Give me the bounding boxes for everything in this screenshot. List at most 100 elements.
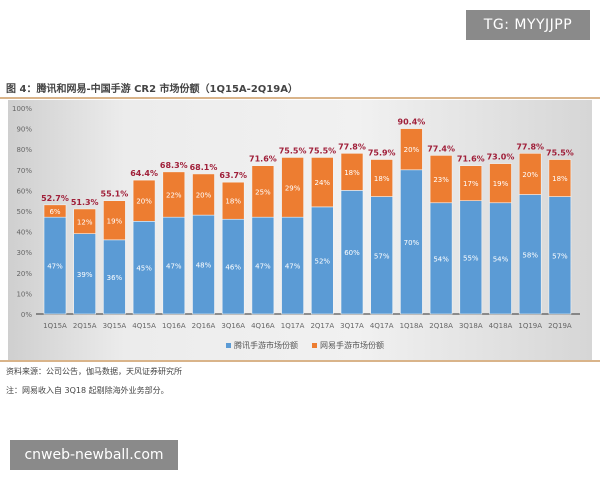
bar-netease: [162, 171, 186, 218]
bar-netease: [340, 153, 364, 191]
x-tick-label: 3Q18A: [459, 322, 483, 330]
bar-netease: [281, 157, 304, 218]
data-label: 54%: [433, 255, 449, 263]
x-tick-label: 2Q19A: [548, 322, 572, 330]
x-tick-label: 4Q15A: [132, 322, 156, 330]
y-tick-label: 100%: [12, 105, 32, 113]
y-tick-label: 50%: [16, 208, 32, 216]
bar-netease: [429, 155, 453, 204]
legend-swatch: [226, 343, 231, 348]
legend: 腾讯手游市场份额 网易手游市场份额: [226, 340, 384, 351]
data-label: 6%: [49, 208, 60, 216]
x-tick-label: 2Q16A: [192, 322, 216, 330]
x-tick-label: 4Q16A: [251, 322, 275, 330]
x-tick-label: 2Q17A: [310, 322, 334, 330]
total-label: 77.8%: [516, 142, 544, 151]
total-label: 52.7%: [41, 194, 69, 203]
data-label: 60%: [344, 249, 360, 257]
x-tick-label: 3Q15A: [103, 322, 127, 330]
total-label: 77.4%: [427, 144, 455, 153]
data-label: 18%: [374, 175, 390, 183]
total-label: 90.4%: [398, 118, 426, 127]
y-tick-label: 30%: [16, 249, 32, 257]
bar-netease: [518, 153, 542, 195]
x-tick-label: 1Q18A: [400, 322, 424, 330]
source-note: 资料来源：公司公告，伽马数据，天风证券研究所: [6, 367, 182, 376]
data-label: 17%: [463, 180, 479, 188]
watermark-bottom: cnweb-newball.com: [10, 440, 178, 470]
bar-netease: [192, 173, 215, 216]
bar-netease: [310, 157, 334, 208]
total-label: 71.6%: [457, 155, 485, 164]
x-tick-label: 4Q18A: [489, 322, 513, 330]
y-tick-label: 80%: [16, 146, 32, 154]
data-label: 57%: [374, 252, 390, 260]
x-tick-label: 3Q17A: [340, 322, 364, 330]
bar-netease: [221, 181, 245, 220]
x-tick-label: 2Q18A: [429, 322, 453, 330]
data-label: 47%: [47, 263, 63, 271]
data-label: 57%: [552, 252, 568, 260]
legend-item-netease: 网易手游市场份额: [312, 340, 384, 351]
data-label: 47%: [255, 263, 271, 271]
data-label: 18%: [225, 198, 241, 206]
legend-label: 网易手游市场份额: [320, 341, 384, 350]
data-label: 18%: [344, 169, 360, 177]
bar-netease: [548, 159, 572, 197]
data-label: 25%: [255, 188, 271, 196]
divider-top: [0, 97, 600, 99]
x-tick-label: 1Q16A: [162, 322, 186, 330]
x-tick-label: 1Q19A: [518, 322, 542, 330]
data-label: 48%: [196, 262, 212, 270]
total-label: 68.3%: [160, 161, 188, 170]
data-label: 47%: [285, 263, 301, 271]
data-label: 24%: [315, 179, 331, 187]
total-label: 68.1%: [190, 163, 218, 172]
data-label: 58%: [522, 251, 538, 259]
footnote: 注：网易收入自 3Q18 起剔除海外业务部分。: [6, 386, 169, 395]
y-tick-label: 0%: [21, 311, 32, 319]
data-label: 19%: [107, 217, 123, 225]
data-label: 12%: [77, 218, 93, 226]
data-label: 20%: [522, 171, 538, 179]
total-label: 64.4%: [130, 169, 158, 178]
divider-bottom: [0, 360, 600, 362]
total-label: 71.6%: [249, 155, 277, 164]
bar-netease: [489, 163, 512, 204]
legend-label: 腾讯手游市场份额: [234, 341, 298, 350]
data-label: 20%: [136, 198, 152, 206]
data-label: 18%: [552, 175, 568, 183]
total-label: 77.8%: [338, 142, 366, 151]
data-label: 52%: [315, 257, 331, 265]
x-tick-label: 1Q17A: [281, 322, 305, 330]
y-tick-label: 40%: [16, 229, 32, 237]
x-tick-label: 3Q16A: [221, 322, 245, 330]
legend-swatch: [312, 343, 317, 348]
bar-netease: [43, 204, 67, 218]
total-label: 51.3%: [71, 198, 99, 207]
data-label: 46%: [225, 264, 241, 272]
y-tick-label: 90%: [16, 126, 32, 134]
data-label: 70%: [404, 239, 420, 247]
data-label: 39%: [77, 271, 93, 279]
data-label: 29%: [285, 184, 301, 192]
total-label: 75.5%: [279, 146, 307, 155]
bar-netease: [251, 165, 275, 218]
watermark-top: TG: MYYJJPP: [466, 10, 590, 40]
data-label: 55%: [463, 254, 479, 262]
bar-netease: [132, 179, 156, 222]
bar-netease: [73, 208, 96, 234]
data-label: 54%: [493, 255, 509, 263]
data-label: 47%: [166, 263, 182, 271]
bar-netease: [400, 128, 423, 171]
y-tick-label: 10%: [16, 290, 32, 298]
x-tick-label: 4Q17A: [370, 322, 394, 330]
data-label: 45%: [136, 265, 152, 273]
x-tick-label: 2Q15A: [73, 322, 97, 330]
legend-item-tencent: 腾讯手游市场份额: [226, 340, 298, 351]
data-label: 20%: [404, 146, 420, 154]
total-label: 75.5%: [308, 146, 336, 155]
total-label: 73.0%: [487, 153, 515, 162]
data-label: 20%: [196, 192, 212, 200]
